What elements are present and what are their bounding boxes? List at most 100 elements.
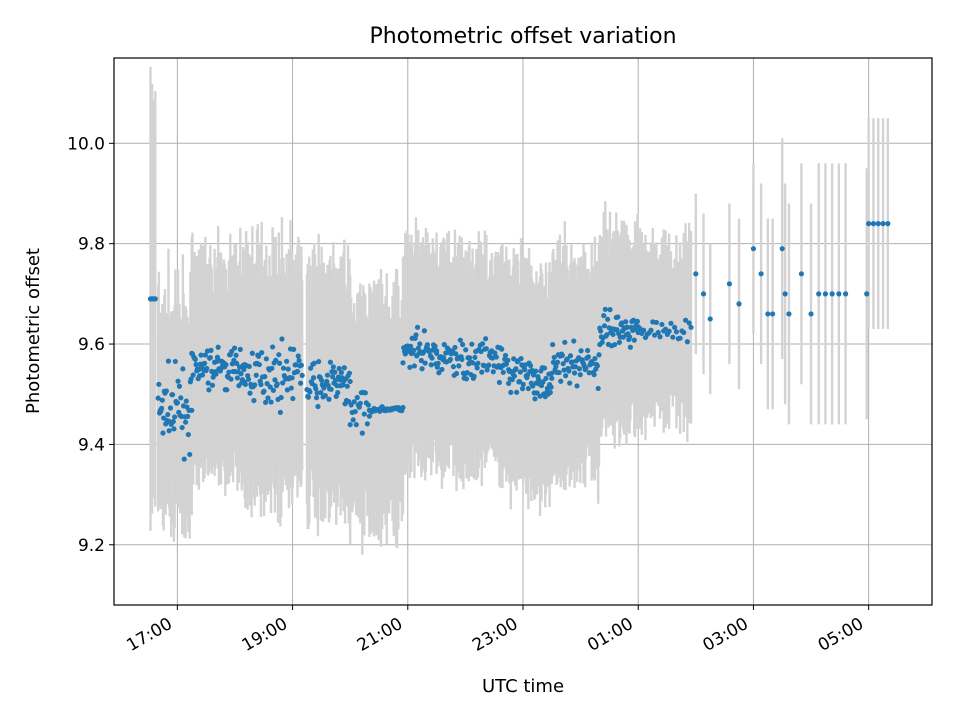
data-point [213,371,219,377]
data-point [262,374,268,380]
data-point [435,360,441,366]
data-point [505,380,512,387]
y-tick-label: 10.0 [67,134,105,154]
data-point [472,354,478,361]
data-point [208,347,214,353]
data-point [347,422,353,428]
data-point [295,353,301,359]
data-point [289,375,295,381]
data-point [616,339,623,345]
data-point [770,311,776,317]
data-point [659,321,665,328]
data-point [563,373,569,379]
data-point [626,334,633,340]
data-point [547,389,553,396]
data-point [433,350,440,356]
data-point [204,365,210,372]
data-point [576,366,583,372]
y-tick-label: 9.2 [78,536,105,556]
data-point [172,414,178,420]
data-point [188,376,194,382]
data-point [583,365,589,371]
data-point [822,291,829,297]
data-point [155,395,161,401]
data-point [258,381,264,388]
data-point [172,358,178,365]
data-point [318,389,324,396]
data-point [249,350,255,356]
data-point [486,362,492,368]
data-point [344,383,350,389]
data-point [525,385,531,392]
data-point [234,375,241,381]
data-point [265,395,271,401]
data-point [268,399,274,405]
data-point [484,367,490,373]
data-point [189,407,195,413]
data-point [279,336,285,342]
data-point [241,366,247,373]
data-point [567,380,573,386]
data-point [829,291,835,297]
data-point [479,341,486,347]
data-point [471,373,477,379]
data-point [308,365,314,371]
data-point [352,408,358,415]
data-point [253,372,259,378]
data-point [179,424,185,431]
data-point [786,311,792,317]
data-point [452,344,458,351]
data-point [469,341,475,347]
data-point [549,370,555,376]
data-point [205,380,211,386]
data-points [147,221,891,462]
data-point [255,353,262,359]
data-point [543,375,549,382]
data-point [514,389,520,395]
data-point [285,366,291,372]
data-point [866,221,872,227]
data-point [551,354,557,360]
data-point [332,369,338,375]
data-point [294,368,301,375]
data-point [273,357,279,363]
data-point [595,385,601,392]
data-point [353,422,359,428]
data-point [341,365,347,371]
data-point [533,368,539,374]
data-point [670,334,676,340]
data-point [422,360,428,366]
data-point [284,358,290,364]
data-point [256,361,262,368]
data-point [681,329,687,336]
data-point [571,338,577,344]
data-point [623,319,629,325]
data-point [527,363,534,369]
data-point [209,382,216,388]
data-point [655,329,661,336]
data-point [520,381,526,387]
data-point [167,405,174,411]
data-point [700,291,707,297]
data-point [182,419,189,425]
data-point [237,346,243,352]
data-point [322,393,328,399]
data-point [502,352,509,359]
data-point [190,372,196,378]
data-point [332,377,339,383]
data-point [163,388,169,394]
data-point [469,360,476,366]
data-point [673,329,680,335]
data-point [602,306,608,312]
data-point [362,390,368,396]
data-point [553,363,559,369]
data-point [414,324,421,330]
data-point [596,352,602,358]
data-point [336,365,342,372]
data-point [516,378,523,385]
data-point [159,397,165,403]
data-point [453,370,460,377]
data-point [651,332,658,338]
data-point [561,367,567,373]
data-point [619,320,625,326]
